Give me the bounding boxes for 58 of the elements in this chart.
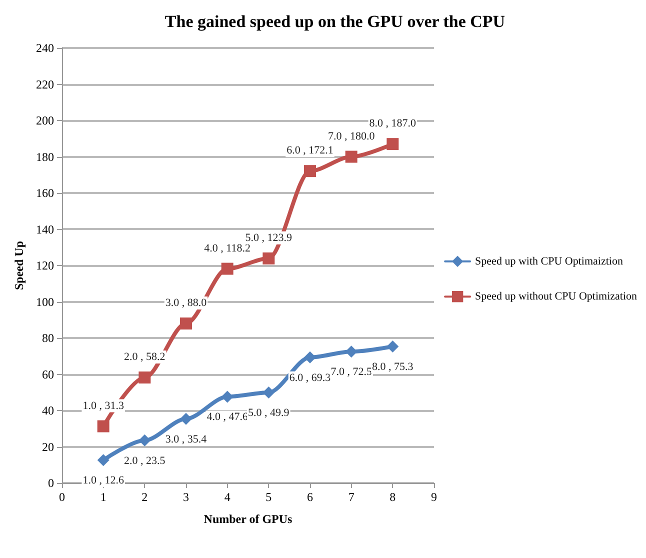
data-label: 8.0 , 187.0 [369,118,417,130]
y-tick-label: 20 [42,440,54,454]
data-label: 8.0 , 75.3 [372,361,414,374]
data-label: 2.0 , 58.2 [124,351,166,364]
legend-label: Speed up without CPU Optimization [475,290,638,303]
point [262,252,275,264]
point [304,351,316,364]
data-label: 6.0 , 69.3 [289,372,332,384]
point [345,150,358,163]
y-tick-label: 180 [36,150,54,164]
point [97,454,110,466]
x-tick-label: 5 [266,490,272,504]
y-tick-label: 40 [42,404,54,418]
point [180,318,192,330]
data-label: 5.0 , 49.9 [248,407,290,420]
x-tick-label: 9 [431,490,437,504]
x-tick-label: 2 [142,490,148,504]
y-tick-label: 240 [36,41,54,55]
x-tick-label: 7 [348,490,354,504]
x-tick-label: 3 [183,490,189,504]
point [138,372,151,384]
chart-title: The gained speed up on the GPU over the CPU [164,12,506,31]
data-label: 6.0 , 172.1 [286,144,334,157]
x-axis-title: Number of GPUs [204,512,293,526]
y-tick-label: 100 [36,294,54,309]
data-label: 7.0 , 180.0 [328,130,376,142]
data-label: 4.0 , 118.2 [204,242,251,254]
point [304,165,316,178]
x-tick-label: 8 [390,490,396,504]
data-label: 1.0 , 31.3 [82,400,124,412]
point [221,262,234,275]
point [386,340,399,353]
x-tick-label: 0 [59,490,65,504]
point [180,412,192,425]
data-label: 3.0 , 35.4 [165,433,208,446]
y-tick-label: 60 [42,367,54,382]
y-axis-title: Speed Up [12,240,26,290]
y-tick-label: 80 [42,331,54,345]
point [97,420,110,432]
data-label: 5.0 , 123.9 [245,232,293,244]
y-tick-label: 160 [36,186,54,200]
data-label: 2.0 , 23.5 [124,454,166,467]
data-label: 3.0 , 88.0 [165,297,208,309]
legend-label: Speed up with CPU Optimaiztion [475,255,624,268]
data-label: 4.0 , 47.6 [206,411,248,424]
y-tick-label: 0 [48,476,54,490]
data-label: 1.0 , 12.6 [82,474,124,487]
point [262,386,275,399]
y-tick-label: 120 [36,258,54,272]
x-tick-label: 6 [307,490,313,504]
x-tick-label: 1 [100,490,106,504]
y-tick-label: 220 [36,77,54,92]
data-label: 7.0 , 72.5 [330,366,372,378]
point [138,434,151,446]
y-tick-label: 140 [36,222,54,236]
x-tick-label: 4 [224,490,230,504]
point [386,138,399,150]
y-tick-label: 200 [36,114,54,128]
